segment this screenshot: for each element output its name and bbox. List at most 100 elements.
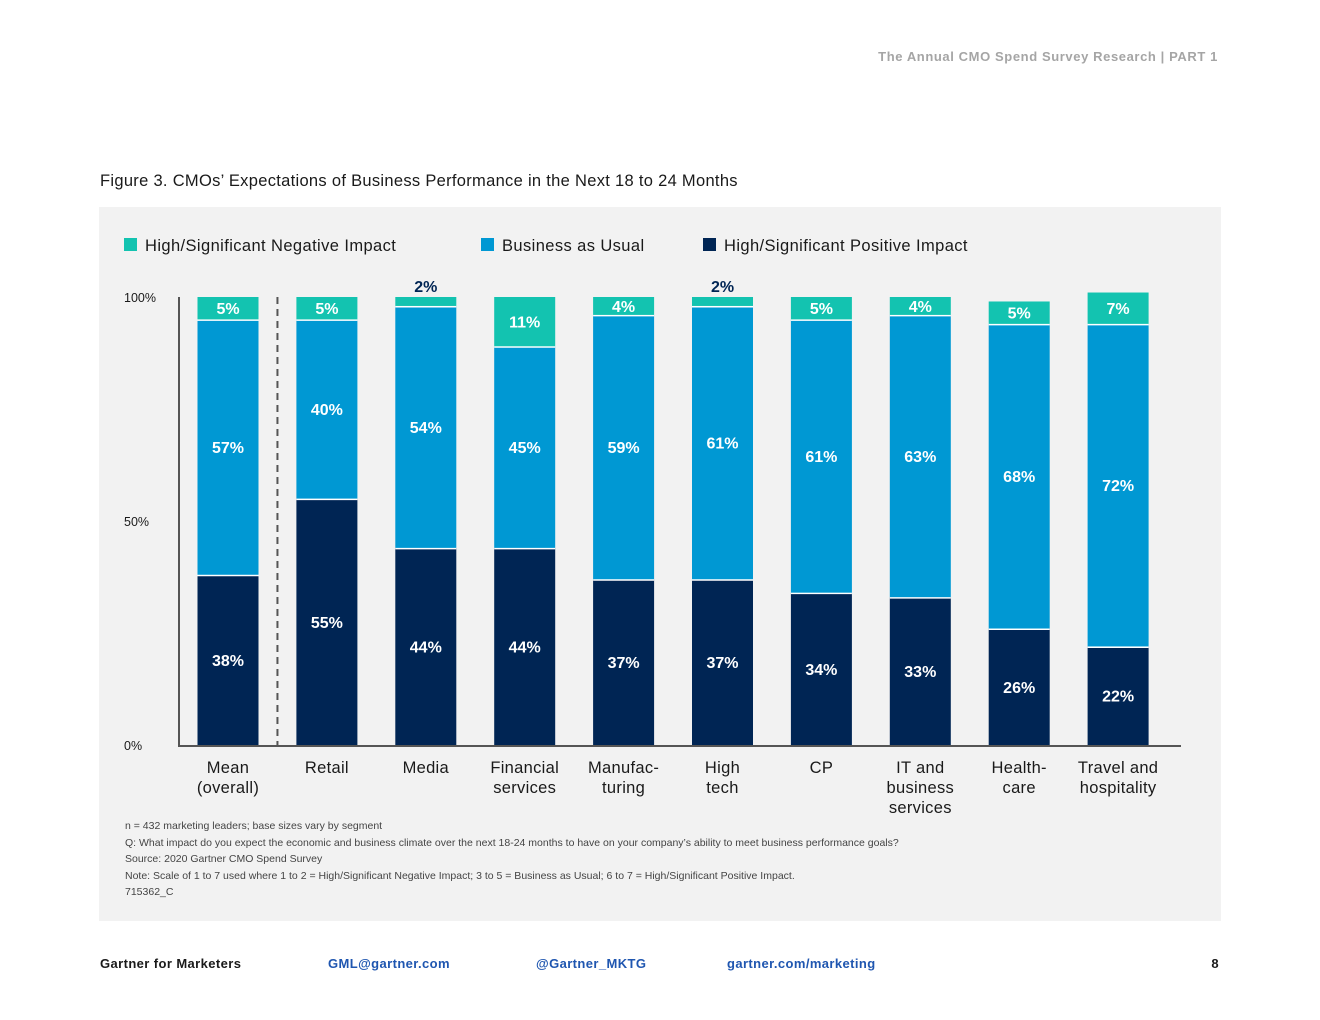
page-number: 8 [1211, 956, 1219, 971]
bar-value-label: 5% [216, 301, 239, 318]
bar-value-label: 37% [608, 655, 640, 672]
bar-value-label: 37% [706, 655, 738, 672]
footer-email-link[interactable]: GML@gartner.com [328, 956, 450, 971]
category-label: CP [810, 759, 834, 777]
category-label: services [493, 779, 556, 797]
y-tick-label: 100% [124, 291, 156, 305]
category-label: High [705, 759, 740, 777]
footer-twitter-link[interactable]: @Gartner_MKTG [536, 956, 647, 971]
bar-value-label: 5% [315, 301, 338, 318]
category-label: turing [602, 779, 645, 797]
footer-website-link[interactable]: gartner.com/marketing [727, 956, 876, 971]
bar-value-label: 63% [904, 449, 936, 466]
legend-label: Business as Usual [502, 237, 645, 255]
bar-segment [296, 297, 358, 320]
y-tick-label: 0% [124, 739, 142, 753]
bar-segment [593, 579, 655, 745]
note-question: Q: What impact do you expect the economi… [125, 836, 899, 849]
note-sample-size: n = 432 marketing leaders; base sizes va… [125, 820, 383, 832]
category-label: business [887, 779, 955, 797]
legend-swatch [124, 238, 137, 251]
bar-segment [197, 297, 259, 320]
stacked-bar-chart: High/Significant Negative Impact Business… [124, 237, 1181, 817]
category-label: Media [403, 759, 450, 777]
bar-segment [296, 498, 358, 745]
category-label: (overall) [197, 779, 259, 797]
category-label: Mean [207, 759, 249, 777]
category-label: Travel and [1078, 759, 1158, 777]
bar-segment [1087, 646, 1149, 745]
bar-segment [692, 579, 753, 745]
bar-value-label: 54% [410, 420, 442, 437]
bar-segment [889, 597, 951, 745]
legend-swatch [481, 238, 494, 251]
bar-segment [988, 628, 1050, 745]
figure-title: Figure 3. CMOs’ Expectations of Business… [100, 172, 738, 190]
bar-segment [988, 301, 1050, 324]
footer-brand: Gartner for Marketers [100, 956, 242, 971]
bar-segment [593, 297, 655, 315]
bar-value-label: 55% [311, 615, 343, 632]
bar-value-label: 44% [410, 639, 442, 656]
category-label: hospitality [1080, 779, 1157, 797]
page-footer: Gartner for Marketers GML@gartner.com @G… [0, 956, 1320, 976]
bar-value-label: 11% [509, 315, 540, 332]
category-label: care [1003, 779, 1036, 797]
chart-panel: High/Significant Negative Impact Business… [99, 207, 1221, 921]
note-id: 715362_C [125, 886, 174, 898]
bar-value-label: 22% [1102, 689, 1134, 706]
bar-segment [494, 547, 556, 745]
category-label: Manufac- [588, 759, 659, 777]
bar-segment [790, 592, 852, 745]
bar-segment [494, 346, 556, 548]
bar-segment [395, 297, 457, 306]
bar-value-label: 33% [904, 664, 936, 681]
bar-value-label: 59% [608, 440, 640, 457]
bar-segment [395, 547, 457, 745]
bar-value-label: 4% [909, 299, 932, 316]
bar-segment [1087, 323, 1149, 647]
bar-value-label: 45% [509, 440, 541, 457]
bar-value-label: 2% [711, 279, 734, 296]
bar-segment [988, 323, 1050, 629]
bar-segment [790, 297, 852, 320]
category-label: Retail [305, 759, 349, 777]
bar-segment [889, 314, 951, 598]
bar-value-label: 61% [805, 449, 837, 466]
bar-value-label: 34% [805, 662, 837, 679]
bar-value-label: 26% [1003, 680, 1035, 697]
note-scale: Note: Scale of 1 to 7 used where 1 to 2 … [125, 869, 795, 882]
category-label: tech [706, 779, 738, 797]
category-label: Financial [490, 759, 559, 777]
bar-value-label: 38% [212, 653, 244, 670]
bar-value-label: 2% [414, 279, 437, 296]
bar-segment [197, 574, 259, 745]
bar-value-label: 40% [311, 402, 343, 419]
bar-segment [790, 319, 852, 593]
bar-segment [395, 305, 457, 548]
bar-segment [593, 314, 655, 580]
bar-value-label: 5% [1008, 306, 1031, 323]
bar-value-label: 72% [1102, 478, 1134, 495]
bar-segment [197, 319, 259, 575]
category-label: IT and [896, 759, 944, 777]
legend-swatch [703, 238, 716, 251]
category-label: services [889, 799, 952, 817]
bar-value-label: 4% [612, 299, 635, 316]
bar-segment [1087, 292, 1149, 324]
bar-value-label: 61% [706, 436, 738, 453]
bar-value-label: 7% [1107, 301, 1130, 318]
y-tick-label: 50% [124, 515, 149, 529]
note-source: Source: 2020 Gartner CMO Spend Survey [125, 853, 323, 865]
bar-value-label: 44% [509, 639, 541, 656]
chart-notes: n = 432 marketing leaders; base sizes va… [125, 818, 899, 901]
legend-label: High/Significant Positive Impact [724, 237, 968, 255]
bar-segment [692, 305, 753, 580]
bar-value-label: 57% [212, 440, 244, 457]
category-label: Health- [992, 759, 1047, 777]
bar-value-label: 5% [810, 301, 833, 318]
bar-value-label: 68% [1003, 469, 1035, 486]
bar-segment [494, 297, 556, 347]
bar-segment [889, 297, 951, 315]
running-header: The Annual CMO Spend Survey Research | P… [878, 49, 1218, 64]
